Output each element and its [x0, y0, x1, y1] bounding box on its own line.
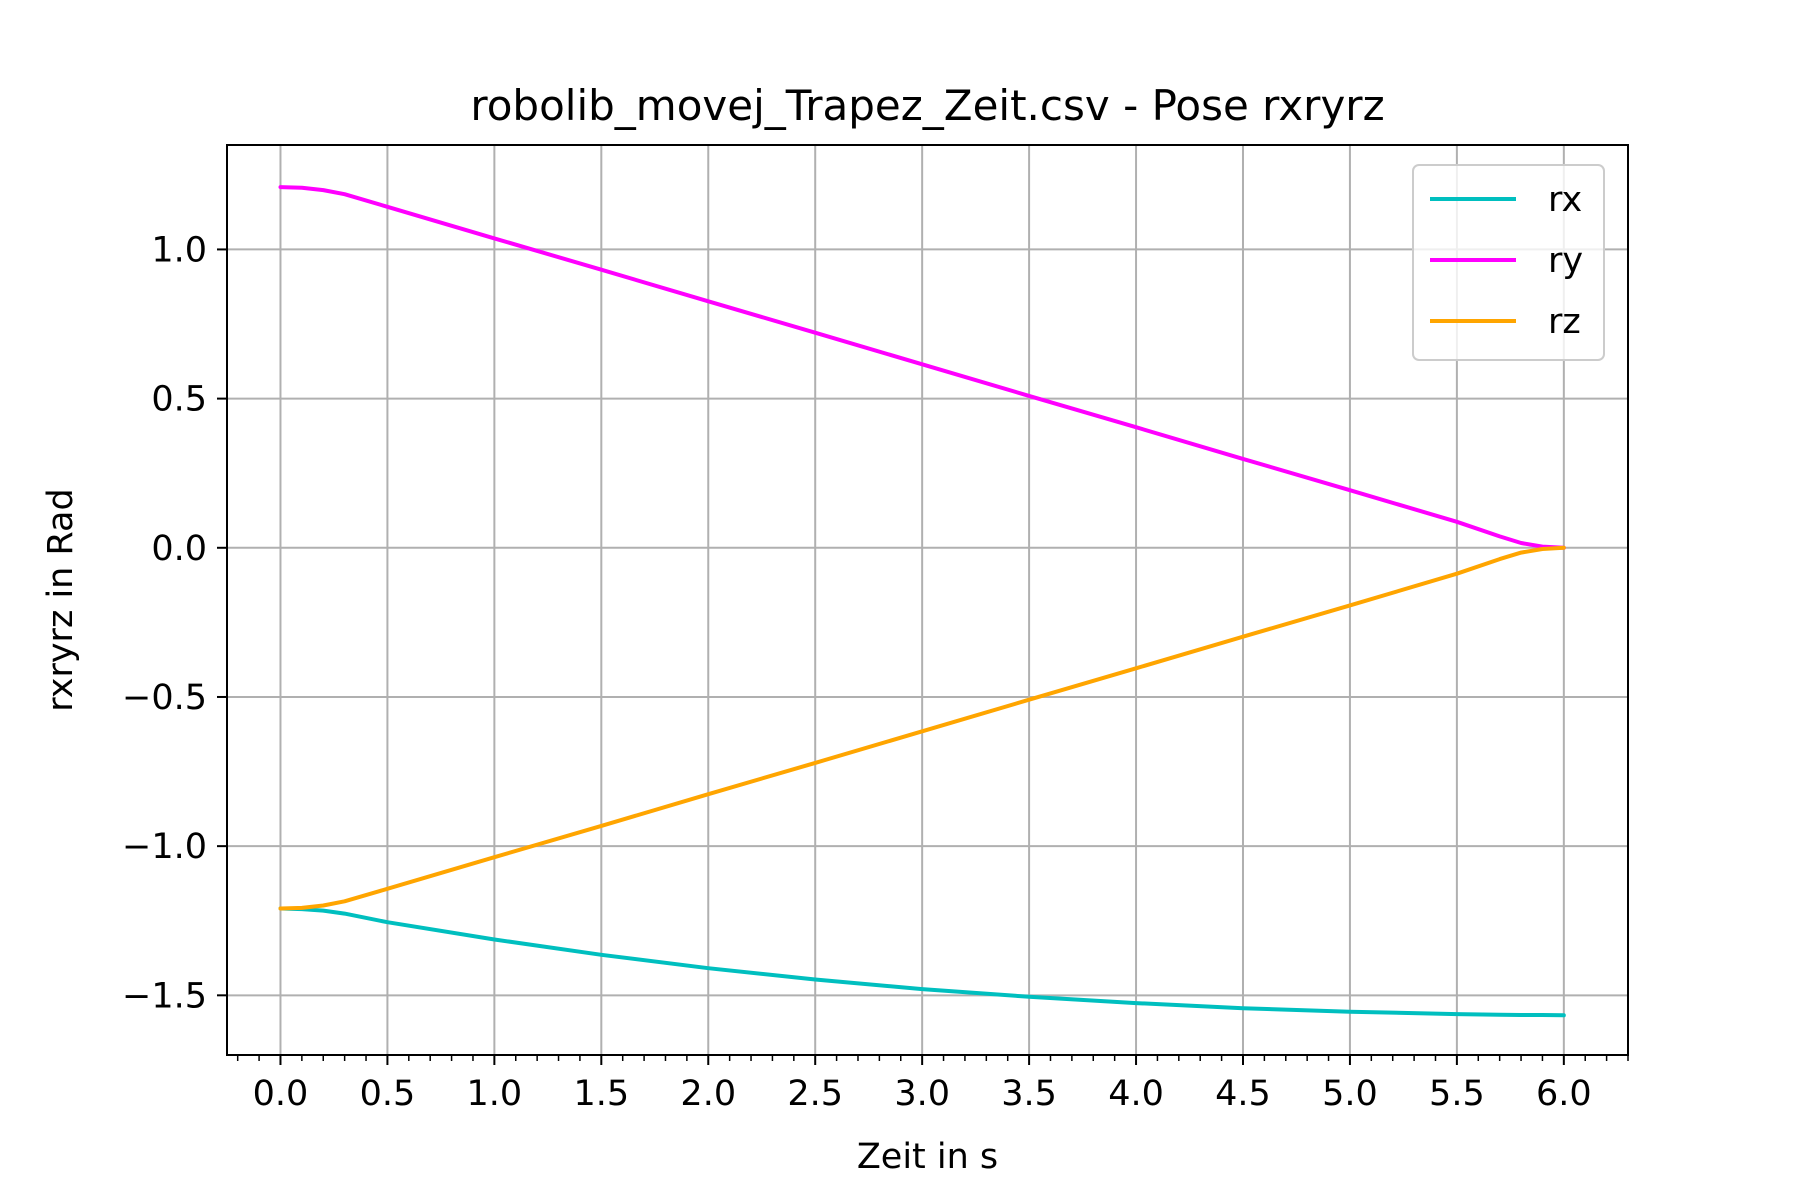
x-tick-label: 2.5: [787, 1074, 843, 1114]
plot-area-frame: [226, 144, 1629, 1056]
series-lines: [278, 185, 1566, 1018]
x-tick-label: 2.0: [680, 1074, 736, 1114]
x-axis-label: Zeit in s: [857, 1137, 998, 1177]
x-tick-label: 6.0: [1536, 1074, 1592, 1114]
y-tick-label: −0.5: [122, 678, 207, 718]
series-line-ry: [278, 185, 1566, 550]
x-tick-label: 4.5: [1215, 1074, 1271, 1114]
y-tick-label: −1.5: [122, 976, 207, 1016]
x-tick-label: 4.0: [1108, 1074, 1164, 1114]
x-tick-label: 3.5: [1001, 1074, 1057, 1114]
y-tick-label: 0.5: [151, 380, 207, 420]
legend: rx ry rz: [1412, 164, 1605, 361]
chart-title: robolib_movej_Trapez_Zeit.csv - Pose rxr…: [470, 81, 1384, 130]
x-tick-label: 5.0: [1322, 1074, 1378, 1114]
x-tick-label: 0.0: [253, 1074, 309, 1114]
series-line-rx: [278, 906, 1566, 1018]
legend-label-rz: rz: [1548, 302, 1581, 342]
y-tick-label: 0.0: [151, 529, 207, 569]
x-tick-label: 1.0: [467, 1074, 523, 1114]
x-tick-label: 5.5: [1429, 1074, 1485, 1114]
y-tick-label: 1.0: [151, 230, 207, 270]
x-tick-label: 3.0: [894, 1074, 950, 1114]
legend-box: [1412, 164, 1605, 361]
y-tick-label: −1.0: [122, 827, 207, 867]
x-tick-label: 1.5: [573, 1074, 629, 1114]
y-axis-label: rxryrz in Rad: [41, 488, 81, 711]
x-tick-label: 0.5: [360, 1074, 416, 1114]
legend-label-rx: rx: [1548, 180, 1582, 220]
grid: [227, 145, 1628, 1055]
legend-label-ry: ry: [1548, 241, 1583, 281]
axis-ticks: 0.0 0.5 1.0 1.5 2.0 2.5 3.0 3.5 4.0 4.5 5.0 5.5 6.0 −…: [122, 230, 1629, 1114]
series-line-rz: [278, 545, 1566, 911]
